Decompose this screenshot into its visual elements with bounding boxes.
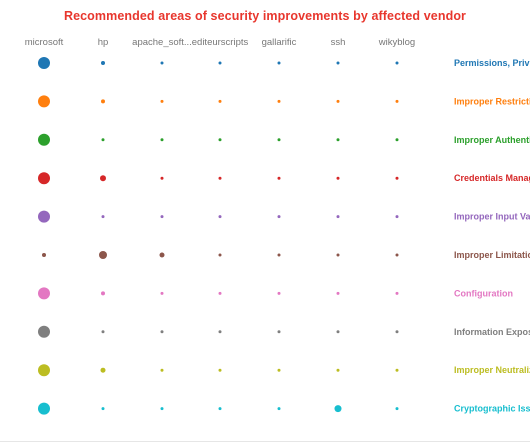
- bubble-9-5[interactable]: [334, 405, 342, 413]
- column-label-6: wikyblog: [378, 37, 415, 48]
- column-label-1: hp: [98, 37, 109, 48]
- bubble-0-6[interactable]: [395, 61, 399, 65]
- row-label-9: Cryptographic Issu: [454, 404, 530, 414]
- chart-title: Recommended areas of security improvemen…: [63, 9, 467, 23]
- column-label-0: microsoft: [25, 37, 64, 48]
- bubble-9-3[interactable]: [218, 407, 222, 411]
- row-label-5: Improper Limitatio: [454, 250, 530, 260]
- bubble-8-6[interactable]: [395, 368, 399, 372]
- bubble-5-6[interactable]: [395, 253, 399, 257]
- bubble-8-3[interactable]: [218, 368, 222, 372]
- bubble-4-1[interactable]: [101, 215, 105, 219]
- bubble-1-4[interactable]: [277, 99, 281, 103]
- bubble-8-0[interactable]: [38, 364, 50, 377]
- bubble-5-5[interactable]: [336, 253, 340, 257]
- bubble-3-5[interactable]: [336, 176, 340, 180]
- bubble-2-4[interactable]: [277, 138, 281, 142]
- column-label-2: apache_soft...: [132, 37, 192, 48]
- column-label-4: gallarific: [262, 37, 297, 48]
- bubble-1-5[interactable]: [336, 99, 340, 103]
- bubble-1-1[interactable]: [101, 99, 105, 104]
- bubble-2-2[interactable]: [160, 138, 164, 142]
- bubble-6-0[interactable]: [38, 287, 50, 300]
- bubble-4-5[interactable]: [336, 215, 340, 219]
- row-label-8: Improper Neutraliz: [454, 365, 530, 375]
- bubble-0-0[interactable]: [38, 57, 50, 69]
- bubble-4-6[interactable]: [395, 215, 399, 219]
- bubble-5-1[interactable]: [99, 251, 107, 259]
- bubble-9-4[interactable]: [277, 407, 281, 411]
- bubble-8-5[interactable]: [336, 368, 340, 372]
- bubble-4-4[interactable]: [277, 215, 281, 219]
- bubble-6-5[interactable]: [336, 291, 340, 295]
- bubble-6-6[interactable]: [395, 291, 399, 295]
- bubble-3-3[interactable]: [218, 176, 222, 180]
- row-label-3: Credentials Manag: [454, 173, 530, 183]
- bubble-8-2[interactable]: [160, 368, 164, 372]
- bubble-7-2[interactable]: [160, 330, 164, 334]
- column-label-5: ssh: [331, 37, 346, 48]
- bubble-7-5[interactable]: [336, 330, 340, 334]
- bubble-0-5[interactable]: [336, 61, 340, 65]
- bubble-0-1[interactable]: [101, 61, 105, 65]
- bubble-1-6[interactable]: [395, 99, 399, 103]
- bubble-5-2[interactable]: [159, 252, 165, 258]
- row-label-2: Improper Authentic: [454, 135, 530, 145]
- bubble-3-2[interactable]: [160, 176, 164, 180]
- bubble-7-6[interactable]: [395, 330, 399, 334]
- bubble-8-4[interactable]: [277, 368, 281, 372]
- bubble-6-3[interactable]: [218, 291, 222, 295]
- bubble-9-2[interactable]: [160, 407, 164, 411]
- row-label-0: Permissions, Privile: [454, 58, 530, 68]
- bubble-3-6[interactable]: [395, 176, 399, 180]
- bubble-2-0[interactable]: [38, 133, 50, 146]
- column-label-3: editeurscripts: [192, 37, 249, 48]
- row-label-7: Information Expos: [454, 327, 530, 337]
- row-label-4: Improper Input Val: [454, 212, 530, 222]
- bubble-2-5[interactable]: [336, 138, 340, 142]
- bubble-6-1[interactable]: [101, 291, 105, 296]
- bubble-5-4[interactable]: [277, 253, 281, 257]
- bubble-3-0[interactable]: [38, 172, 50, 185]
- bubble-0-2[interactable]: [160, 61, 164, 65]
- bubble-4-2[interactable]: [160, 215, 164, 219]
- bubble-5-0[interactable]: [42, 253, 46, 257]
- bubble-9-6[interactable]: [395, 407, 399, 411]
- bubble-7-4[interactable]: [277, 330, 281, 334]
- bubble-1-3[interactable]: [218, 99, 222, 103]
- bubble-0-3[interactable]: [218, 61, 222, 65]
- bubble-1-2[interactable]: [160, 99, 164, 103]
- bubble-3-1[interactable]: [100, 175, 106, 182]
- bubble-1-0[interactable]: [38, 95, 50, 108]
- bubble-0-4[interactable]: [277, 61, 281, 65]
- bubble-2-6[interactable]: [395, 138, 399, 142]
- bubble-6-4[interactable]: [277, 291, 281, 295]
- bubble-9-0[interactable]: [38, 402, 50, 415]
- bubble-4-3[interactable]: [218, 215, 222, 219]
- bubble-3-4[interactable]: [277, 176, 281, 180]
- bubble-8-1[interactable]: [100, 367, 106, 373]
- bubble-2-3[interactable]: [218, 138, 222, 142]
- row-label-6: Configuration: [454, 288, 513, 298]
- bubble-4-0[interactable]: [38, 210, 50, 223]
- bubble-6-2[interactable]: [160, 291, 164, 295]
- bubble-7-1[interactable]: [101, 330, 105, 334]
- bubble-2-1[interactable]: [101, 138, 105, 142]
- bubble-5-3[interactable]: [218, 253, 222, 257]
- bubble-7-3[interactable]: [218, 330, 222, 334]
- bubble-9-1[interactable]: [101, 407, 105, 411]
- bubble-7-0[interactable]: [38, 325, 50, 338]
- row-label-1: Improper Restrictic: [454, 96, 530, 106]
